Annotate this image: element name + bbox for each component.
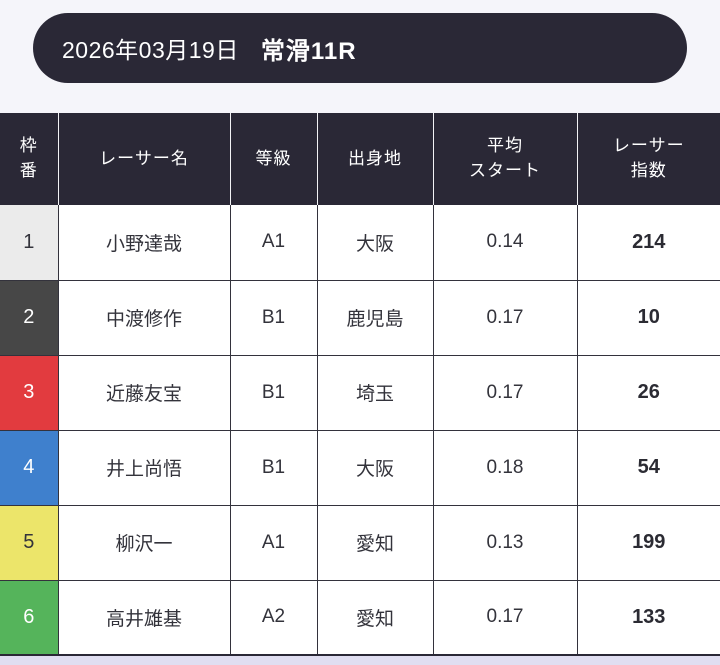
col-header-racer-name: レーサー名 [57, 113, 230, 205]
grade-cell: B1 [229, 279, 318, 356]
origin-cell: 大阪 [316, 429, 434, 506]
racer-name-cell: 中渡修作 [57, 279, 231, 356]
avg-start-cell: 0.17 [432, 354, 578, 431]
racer-name-cell: 近藤友宝 [57, 354, 231, 431]
col-header-grade: 等級 [229, 113, 317, 205]
frame-number-cell: 5 [0, 504, 59, 581]
table-row: 6 高井雄基 A2 愛知 0.17 133 [0, 579, 720, 656]
grade-cell: A1 [229, 205, 318, 281]
table-row: 3 近藤友宝 B1 埼玉 0.17 26 [0, 354, 720, 431]
table-row: 4 井上尚悟 B1 大阪 0.18 54 [0, 429, 720, 506]
race-name: 常滑11R [260, 37, 357, 65]
avg-start-cell: 0.13 [432, 504, 578, 581]
origin-cell: 大阪 [316, 205, 434, 281]
avg-start-cell: 0.14 [432, 205, 578, 281]
racer-table: 枠 番 レーサー名 等級 出身地 平均 スタート [0, 113, 720, 656]
grade-cell: A1 [229, 504, 318, 581]
racer-index-cell: 10 [576, 279, 720, 356]
origin-cell: 埼玉 [316, 354, 434, 431]
racer-name-cell: 高井雄基 [57, 579, 231, 656]
racer-index-cell: 133 [576, 579, 720, 656]
race-header-section: 2026年03月19日 常滑11R [0, 0, 720, 113]
racer-index-cell: 199 [576, 504, 720, 581]
col-header-avg-start: 平均 スタート [432, 113, 577, 205]
col-header-racer-index: レーサー 指数 [576, 113, 720, 205]
col-header-waku: 枠 番 [0, 113, 58, 205]
grade-cell: B1 [229, 429, 318, 506]
origin-cell: 鹿児島 [316, 279, 434, 356]
grade-cell: B1 [229, 354, 318, 431]
origin-cell: 愛知 [316, 579, 434, 656]
table-row: 2 中渡修作 B1 鹿児島 0.17 10 [0, 279, 720, 356]
racer-index-cell: 214 [576, 205, 720, 281]
grade-cell: A2 [229, 579, 318, 656]
race-banner: 2026年03月19日 常滑11R [33, 13, 687, 83]
frame-number-cell: 2 [0, 279, 59, 356]
racer-name-cell: 柳沢一 [57, 504, 231, 581]
racer-index-cell: 54 [576, 429, 720, 506]
frame-number-cell: 3 [0, 354, 59, 431]
table-header-row: 枠 番 レーサー名 等級 出身地 平均 スタート [0, 113, 720, 205]
frame-number-cell: 4 [0, 429, 59, 506]
origin-cell: 愛知 [316, 504, 434, 581]
table-row: 5 柳沢一 A1 愛知 0.13 199 [0, 504, 720, 581]
avg-start-cell: 0.17 [432, 579, 578, 656]
table-row: 1 小野達哉 A1 大阪 0.14 214 [0, 205, 720, 281]
frame-number-cell: 1 [0, 205, 59, 281]
racer-index-cell: 26 [576, 354, 720, 431]
col-header-origin: 出身地 [316, 113, 433, 205]
frame-number-cell: 6 [0, 579, 59, 656]
racer-name-cell: 小野達哉 [57, 205, 231, 281]
racer-name-cell: 井上尚悟 [57, 429, 231, 506]
avg-start-cell: 0.17 [432, 279, 578, 356]
avg-start-cell: 0.18 [432, 429, 578, 506]
race-date: 2026年03月19日 [62, 37, 239, 63]
